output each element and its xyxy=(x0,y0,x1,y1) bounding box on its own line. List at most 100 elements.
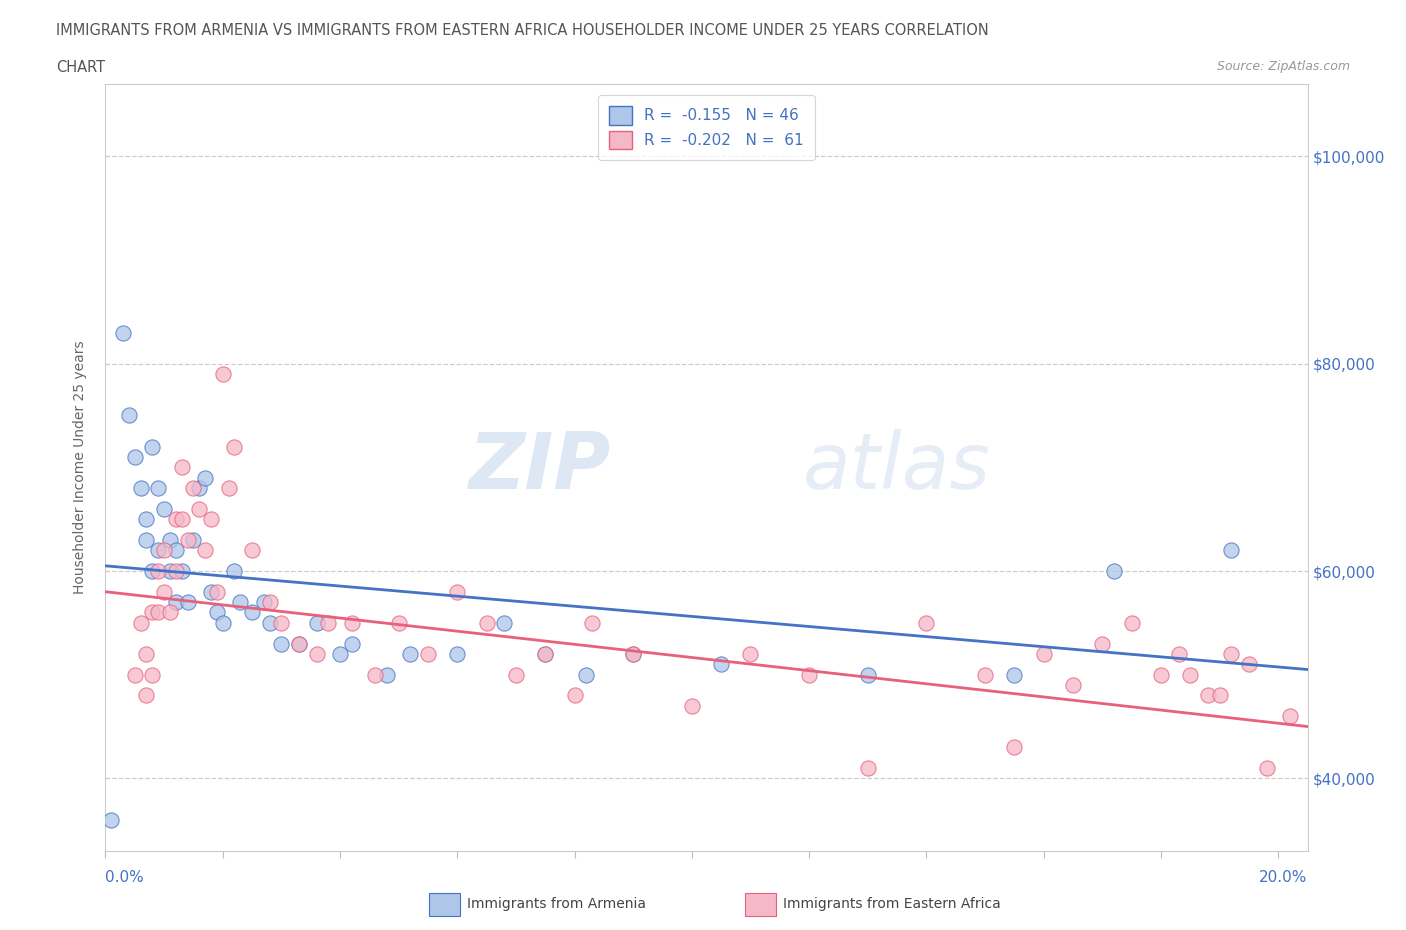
Point xyxy=(1121,616,1143,631)
Point xyxy=(124,449,146,464)
Text: CHART: CHART xyxy=(56,60,105,75)
Point xyxy=(534,646,557,661)
Text: 0.0%: 0.0% xyxy=(105,870,145,884)
Text: Immigrants from Armenia: Immigrants from Armenia xyxy=(467,897,645,911)
Point xyxy=(305,616,328,631)
Point xyxy=(165,512,187,526)
Point xyxy=(229,594,252,609)
Point xyxy=(135,646,157,661)
Text: Source: ZipAtlas.com: Source: ZipAtlas.com xyxy=(1216,60,1350,73)
Legend: R =  -0.155   N = 46, R =  -0.202   N =  61: R = -0.155 N = 46, R = -0.202 N = 61 xyxy=(599,95,814,160)
Point xyxy=(581,616,603,631)
Point xyxy=(148,481,170,496)
Point xyxy=(1237,657,1260,671)
Point xyxy=(856,667,879,682)
Point xyxy=(1278,709,1301,724)
Point xyxy=(1180,667,1202,682)
Point xyxy=(194,543,217,558)
Point xyxy=(494,616,516,631)
Point xyxy=(159,605,181,620)
Point xyxy=(1102,564,1125,578)
Point xyxy=(740,646,762,661)
Point xyxy=(416,646,439,661)
Text: atlas: atlas xyxy=(803,430,991,505)
Point xyxy=(1220,646,1243,661)
Text: ZIP: ZIP xyxy=(468,430,610,505)
Point xyxy=(141,439,163,454)
Point xyxy=(135,688,157,703)
Point xyxy=(124,667,146,682)
Point xyxy=(188,481,211,496)
Point xyxy=(153,543,176,558)
Point xyxy=(183,481,205,496)
Point xyxy=(621,646,644,661)
Point xyxy=(153,584,176,599)
Point xyxy=(148,543,170,558)
Point xyxy=(288,636,311,651)
Point xyxy=(153,501,176,516)
Point xyxy=(340,636,363,651)
Point xyxy=(1002,667,1025,682)
Point xyxy=(1208,688,1230,703)
Point xyxy=(621,646,644,661)
Point xyxy=(129,481,152,496)
Point xyxy=(141,667,163,682)
Point xyxy=(1256,761,1278,776)
Point xyxy=(159,533,181,548)
Point xyxy=(188,501,211,516)
Point xyxy=(856,761,879,776)
Point xyxy=(183,533,205,548)
Point xyxy=(224,439,246,454)
Point xyxy=(211,616,233,631)
Point xyxy=(112,326,135,340)
Point xyxy=(141,605,163,620)
Point xyxy=(176,533,198,548)
Point xyxy=(259,594,281,609)
Point xyxy=(253,594,276,609)
Point xyxy=(1220,543,1243,558)
Point xyxy=(259,616,281,631)
Point xyxy=(194,471,217,485)
Point xyxy=(200,512,222,526)
Point xyxy=(564,688,586,703)
Point xyxy=(974,667,997,682)
Point xyxy=(224,564,246,578)
Point xyxy=(797,667,820,682)
Point xyxy=(200,584,222,599)
Point xyxy=(446,646,468,661)
Point xyxy=(288,636,311,651)
Point xyxy=(446,584,468,599)
Point xyxy=(1062,678,1084,693)
Point xyxy=(340,616,363,631)
Point xyxy=(915,616,938,631)
Point xyxy=(1091,636,1114,651)
Point xyxy=(1197,688,1219,703)
Point xyxy=(388,616,411,631)
Point xyxy=(399,646,422,661)
Point xyxy=(141,564,163,578)
Point xyxy=(329,646,352,661)
Point xyxy=(205,605,228,620)
Point xyxy=(1150,667,1173,682)
Point xyxy=(165,543,187,558)
Point xyxy=(305,646,328,661)
Point xyxy=(475,616,498,631)
Point xyxy=(159,564,181,578)
Point xyxy=(364,667,387,682)
Point xyxy=(240,605,263,620)
Point xyxy=(100,813,122,828)
Point xyxy=(505,667,527,682)
Text: Immigrants from Eastern Africa: Immigrants from Eastern Africa xyxy=(783,897,1001,911)
Point xyxy=(148,564,170,578)
Point xyxy=(170,460,193,475)
Point xyxy=(1167,646,1189,661)
Point xyxy=(165,594,187,609)
Point xyxy=(129,616,152,631)
Point xyxy=(270,616,292,631)
Point xyxy=(170,512,193,526)
Point xyxy=(211,366,233,381)
Point xyxy=(681,698,703,713)
Point xyxy=(118,408,141,423)
Point xyxy=(135,512,157,526)
Point xyxy=(148,605,170,620)
